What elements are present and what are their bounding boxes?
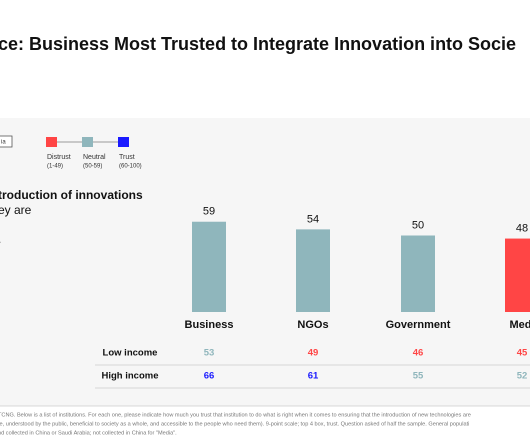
row-value: 45 [517, 348, 528, 359]
row-value: 66 [204, 371, 215, 382]
row-label: High income [101, 371, 158, 382]
side-text: . [0, 232, 1, 246]
side-text: troduction of innovations [0, 188, 143, 202]
value-label: 54 [307, 213, 319, 225]
category-label: Medi [509, 319, 530, 331]
value-label: 50 [412, 219, 424, 231]
value-label: 48 [516, 222, 528, 234]
row-value: 52 [517, 371, 528, 382]
slide-title: ce: Business Most Trusted to Integrate I… [0, 34, 516, 54]
legend-label: Distrust [47, 154, 71, 161]
legend-swatch [82, 137, 93, 147]
bar [401, 235, 435, 312]
legend-range: (50-59) [83, 164, 102, 170]
legend-range: (1-49) [47, 164, 63, 170]
legend-swatch [118, 137, 129, 147]
legend-range: (60-100) [119, 164, 142, 170]
row-value: 55 [413, 371, 424, 382]
content-background [0, 118, 530, 406]
bar [505, 238, 530, 312]
footnote: fe, understood by the public, beneficial… [0, 421, 469, 427]
row-value: 49 [308, 348, 319, 359]
category-label: Government [386, 319, 451, 331]
row-value: 61 [308, 371, 319, 382]
side-text: ey are [0, 203, 32, 217]
filter-box [0, 135, 13, 148]
legend-label: Neutral [83, 154, 106, 161]
bar [296, 229, 330, 312]
footnote: TCNG. Below is a list of institutions. F… [0, 412, 471, 418]
value-label: 59 [203, 206, 215, 218]
category-label: NGOs [297, 319, 328, 331]
footnote: nd collected in China or Saudi Arabia; n… [0, 430, 177, 436]
bar [192, 221, 226, 312]
legend-swatch [46, 137, 57, 147]
row-label: Low income [103, 348, 158, 359]
row-value: 46 [413, 348, 424, 359]
legend-label: Trust [119, 154, 135, 161]
row-value: 53 [204, 348, 215, 359]
filter-box-label: ia [1, 140, 6, 146]
category-label: Business [185, 319, 234, 331]
